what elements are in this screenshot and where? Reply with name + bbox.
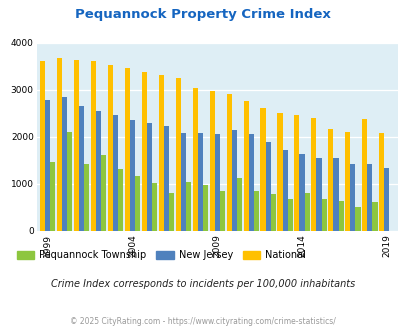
Bar: [243, 101, 248, 231]
Bar: [45, 100, 50, 231]
Bar: [107, 65, 113, 231]
Bar: [209, 91, 214, 231]
Bar: [57, 58, 62, 231]
Bar: [118, 169, 123, 231]
Bar: [168, 193, 173, 231]
Text: © 2025 CityRating.com - https://www.cityrating.com/crime-statistics/: © 2025 CityRating.com - https://www.city…: [70, 317, 335, 326]
Bar: [333, 158, 338, 231]
Bar: [124, 68, 130, 231]
Bar: [185, 182, 190, 231]
Bar: [367, 164, 371, 231]
Bar: [384, 168, 388, 231]
Bar: [197, 133, 202, 231]
Bar: [113, 115, 118, 231]
Bar: [151, 183, 157, 231]
Bar: [214, 134, 219, 231]
Bar: [270, 194, 275, 231]
Bar: [180, 133, 185, 231]
Bar: [248, 134, 253, 231]
Bar: [147, 123, 151, 231]
Bar: [231, 130, 236, 231]
Bar: [202, 185, 207, 231]
Bar: [134, 177, 140, 231]
Bar: [304, 193, 309, 231]
Bar: [62, 97, 67, 231]
Bar: [226, 94, 231, 231]
Bar: [338, 201, 343, 231]
Bar: [91, 61, 96, 231]
Bar: [328, 129, 333, 231]
Bar: [158, 75, 163, 231]
Bar: [101, 155, 106, 231]
Bar: [67, 132, 72, 231]
Bar: [311, 118, 315, 231]
Bar: [175, 78, 180, 231]
Bar: [344, 132, 350, 231]
Bar: [277, 113, 282, 231]
Bar: [371, 202, 377, 231]
Bar: [378, 133, 384, 231]
Legend: Pequannock Township, New Jersey, National: Pequannock Township, New Jersey, Nationa…: [13, 246, 309, 264]
Bar: [130, 120, 134, 231]
Bar: [141, 72, 147, 231]
Bar: [287, 199, 292, 231]
Bar: [282, 150, 287, 231]
Bar: [265, 142, 270, 231]
Bar: [40, 61, 45, 231]
Bar: [236, 178, 241, 231]
Bar: [84, 164, 89, 231]
Text: Pequannock Property Crime Index: Pequannock Property Crime Index: [75, 8, 330, 21]
Bar: [315, 158, 321, 231]
Bar: [192, 87, 197, 231]
Bar: [253, 190, 258, 231]
Bar: [74, 60, 79, 231]
Bar: [361, 119, 367, 231]
Bar: [355, 207, 360, 231]
Bar: [96, 111, 101, 231]
Text: Crime Index corresponds to incidents per 100,000 inhabitants: Crime Index corresponds to incidents per…: [51, 279, 354, 289]
Bar: [163, 126, 168, 231]
Bar: [260, 108, 265, 231]
Bar: [50, 162, 55, 231]
Bar: [350, 164, 355, 231]
Bar: [79, 106, 84, 231]
Bar: [219, 191, 224, 231]
Bar: [294, 115, 299, 231]
Bar: [321, 200, 326, 231]
Bar: [299, 154, 304, 231]
